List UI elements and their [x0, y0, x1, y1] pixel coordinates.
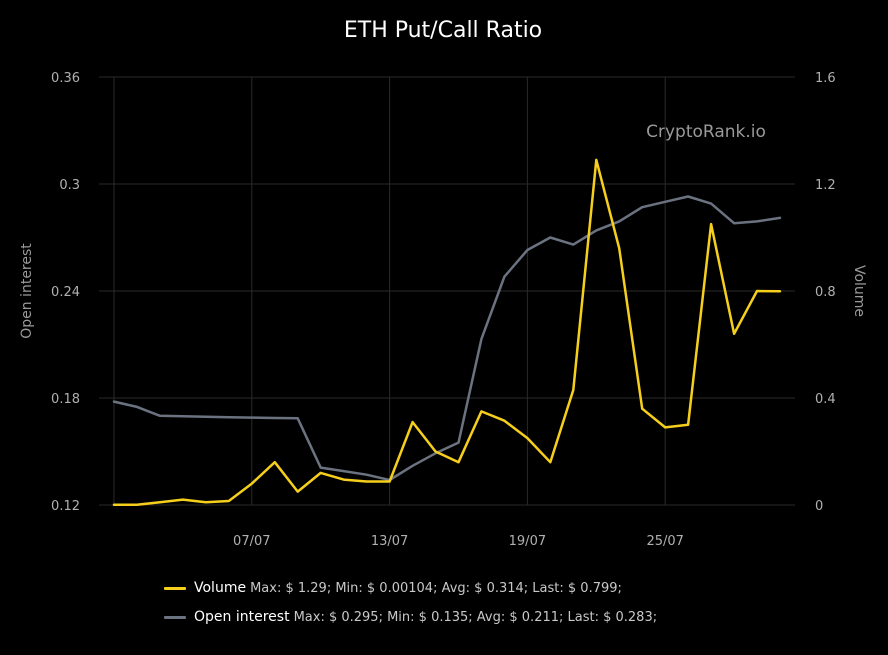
legend-stats-open-interest: Max: $ 0.295; Min: $ 0.135; Avg: $ 0.211…	[293, 609, 658, 625]
right-tick-label: 0	[815, 499, 823, 514]
x-tick-label: 13/07	[371, 534, 408, 549]
series-lines	[112, 158, 782, 506]
legend-stats-volume: Max: $ 1.29; Min: $ 0.00104; Avg: $ 0.31…	[250, 580, 622, 596]
legend-item-open-interest[interactable]: Open interest Max: $ 0.295; Min: $ 0.135…	[164, 609, 657, 625]
axis-ticks: 0.36 0.3 0.24 0.18 0.12 1.6 1.2 0.8 0.4 0 07/07 13/…	[51, 71, 836, 549]
x-tick-label: 07/07	[233, 534, 270, 549]
left-tick-label: 0.36	[51, 71, 80, 86]
legend-item-volume[interactable]: Volume Max: $ 1.29; Min: $ 0.00104; Avg:…	[164, 580, 622, 596]
series-line-open-interest	[112, 195, 782, 482]
left-tick-label: 0.24	[51, 285, 80, 300]
x-tick-label: 25/07	[646, 534, 683, 549]
watermark: CryptoRank.io	[646, 122, 766, 142]
legend-swatch-open-interest	[164, 615, 186, 619]
left-tick-label: 0.3	[59, 178, 80, 193]
chart-svg: ETH Put/Call Ratio CryptoRank.io Open in…	[19, 18, 867, 549]
right-tick-label: 0.4	[815, 392, 836, 407]
legend-swatch-volume	[164, 586, 186, 590]
x-tick-label: 19/07	[509, 534, 546, 549]
right-tick-label: 0.8	[815, 285, 836, 300]
legend-name-volume: Volume	[194, 580, 247, 596]
right-tick-label: 1.6	[815, 71, 836, 86]
left-axis-label: Open interest	[19, 243, 35, 339]
legend-name-open-interest: Open interest	[194, 609, 290, 625]
right-axis-label: Volume	[851, 265, 867, 317]
left-tick-label: 0.12	[51, 499, 80, 514]
left-tick-label: 0.18	[51, 392, 80, 407]
grid	[99, 76, 795, 506]
chart-title: ETH Put/Call Ratio	[344, 18, 542, 43]
series-line-volume	[112, 158, 782, 506]
right-tick-label: 1.2	[815, 178, 836, 193]
